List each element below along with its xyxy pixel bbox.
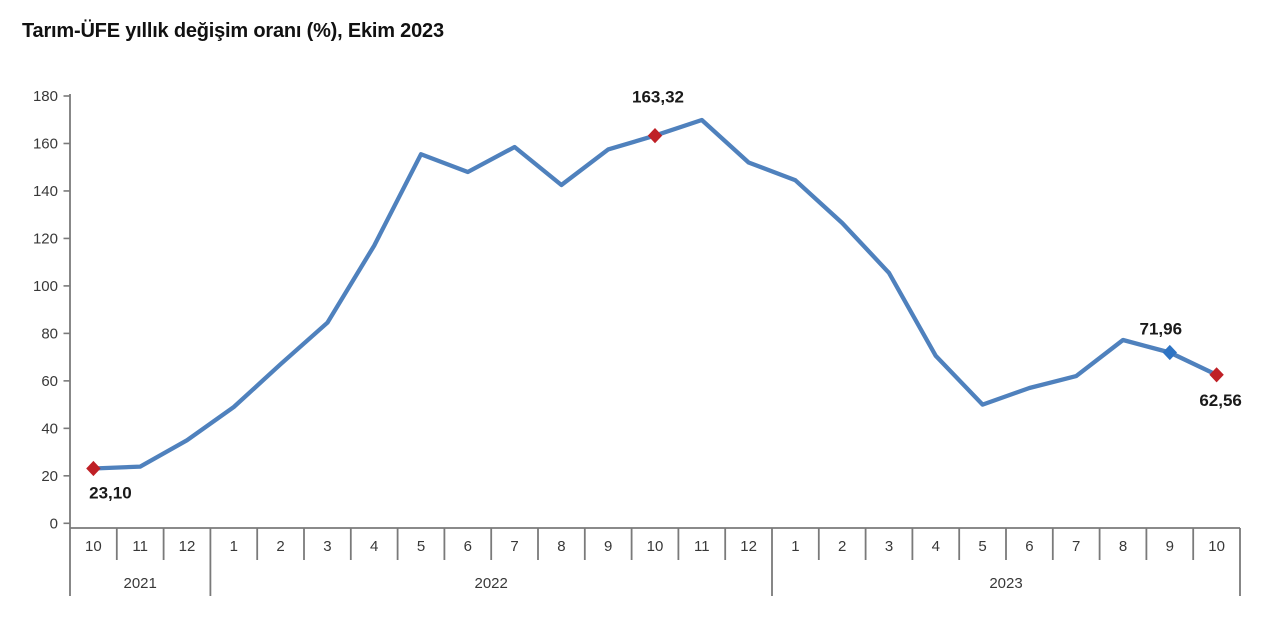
month-label: 10: [1208, 538, 1225, 555]
month-label: 8: [1119, 538, 1127, 555]
y-tick-label: 20: [41, 468, 58, 485]
month-label: 4: [932, 538, 940, 555]
month-label: 2: [838, 538, 846, 555]
month-label: 8: [557, 538, 565, 555]
y-tick-label: 160: [33, 135, 58, 152]
data-point-label: 163,32: [632, 88, 684, 107]
y-tick-label: 180: [33, 88, 58, 105]
data-point-marker: [1162, 344, 1177, 361]
year-label: 2022: [475, 575, 508, 592]
month-label: 2: [276, 538, 284, 555]
month-label: 5: [417, 538, 425, 555]
month-label: 1: [791, 538, 799, 555]
y-tick-label: 80: [41, 325, 58, 342]
month-label: 5: [978, 538, 986, 555]
y-tick-label: 100: [33, 278, 58, 295]
y-tick-label: 60: [41, 373, 58, 390]
month-label: 12: [740, 538, 757, 555]
month-label: 9: [1166, 538, 1174, 555]
month-label: 11: [132, 538, 148, 555]
month-label: 3: [323, 538, 331, 555]
month-label: 7: [510, 538, 518, 555]
data-point-marker: [1209, 367, 1224, 383]
month-label: 10: [85, 538, 102, 555]
y-tick-label: 40: [41, 420, 58, 437]
data-point-marker: [647, 127, 663, 144]
data-point-marker: [86, 460, 101, 477]
y-tick-label: 0: [50, 515, 58, 532]
month-label: 6: [464, 538, 472, 555]
year-label: 2023: [989, 575, 1022, 592]
data-point-label: 71,96: [1140, 319, 1183, 338]
data-point-label: 62,56: [1199, 391, 1242, 410]
month-label: 6: [1025, 538, 1033, 555]
data-point-label: 23,10: [89, 483, 132, 502]
month-label: 7: [1072, 538, 1080, 555]
month-label: 10: [647, 538, 664, 555]
month-label: 9: [604, 538, 612, 555]
y-tick-label: 140: [33, 183, 58, 200]
chart-title: Tarım-ÜFE yıllık değişim oranı (%), Ekim…: [22, 20, 444, 42]
month-label: 3: [885, 538, 893, 555]
y-tick-label: 120: [33, 230, 58, 247]
month-label: 4: [370, 538, 378, 555]
month-label: 11: [694, 538, 710, 555]
year-label: 2021: [124, 575, 157, 592]
month-label: 1: [230, 538, 238, 555]
month-label: 12: [179, 538, 196, 555]
series-line: [91, 117, 1219, 471]
